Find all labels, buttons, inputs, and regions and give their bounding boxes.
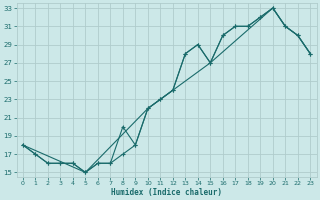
X-axis label: Humidex (Indice chaleur): Humidex (Indice chaleur) xyxy=(111,188,222,197)
